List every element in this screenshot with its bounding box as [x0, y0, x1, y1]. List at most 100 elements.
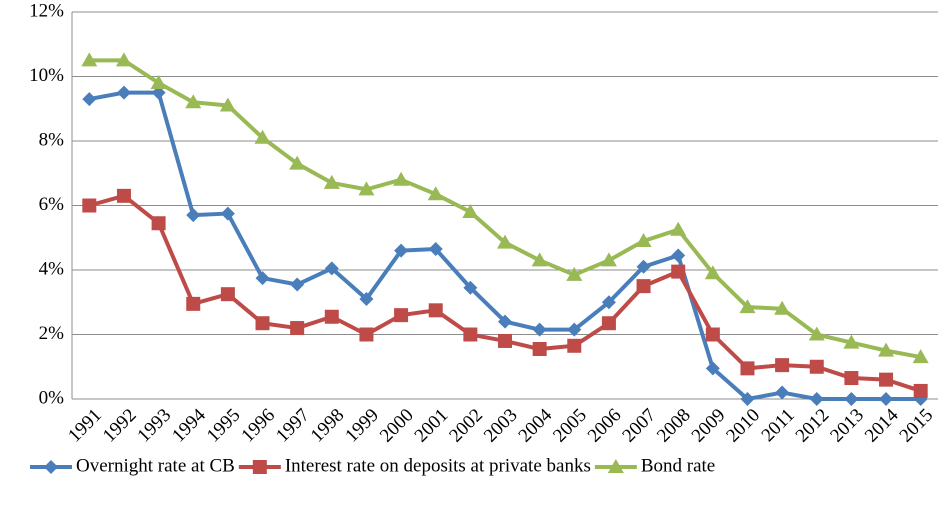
marker [567, 338, 582, 353]
marker [323, 174, 340, 189]
marker [324, 309, 339, 324]
marker [150, 74, 167, 89]
marker [427, 186, 444, 201]
marker [808, 326, 825, 341]
marker [82, 92, 97, 107]
marker [254, 129, 271, 144]
marker [463, 280, 478, 295]
marker [358, 181, 375, 196]
marker [290, 277, 305, 292]
marker [566, 266, 583, 281]
marker [462, 203, 479, 218]
marker [428, 303, 443, 318]
legend-item: Interest rate on deposits at private ban… [238, 455, 591, 476]
y-tick-label: 12% [29, 0, 64, 21]
legend-item: Bond rate [594, 455, 715, 476]
x-tick-label: 1996 [237, 405, 279, 447]
marker [82, 198, 97, 213]
marker [394, 308, 409, 323]
marker [607, 459, 624, 473]
marker [879, 392, 894, 406]
marker [636, 259, 651, 274]
marker [359, 327, 374, 342]
x-tick-label: 2002 [445, 405, 487, 447]
marker [185, 94, 202, 109]
y-tick-label: 6% [39, 194, 65, 215]
x-tick-label: 2012 [792, 405, 834, 447]
x-tick-label: 2010 [722, 405, 764, 447]
marker [289, 155, 306, 170]
marker [739, 299, 756, 314]
marker [775, 358, 790, 373]
x-tick-label: 2003 [480, 405, 522, 447]
x-tick-label: 2001 [411, 405, 453, 447]
x-tick-label: 2013 [826, 405, 868, 447]
marker [671, 248, 686, 263]
y-tick-label: 0% [39, 387, 65, 408]
marker [913, 383, 928, 398]
marker [809, 392, 824, 406]
marker [532, 342, 547, 357]
x-tick-label: 2005 [549, 405, 591, 447]
x-tick-label: 2008 [653, 405, 695, 447]
x-tick-label: 1992 [99, 405, 141, 447]
marker [290, 321, 305, 336]
marker [186, 208, 201, 223]
x-tick-label: 1998 [307, 405, 349, 447]
x-tick-label: 2000 [376, 405, 418, 447]
marker [498, 314, 512, 329]
legend-label: Interest rate on deposits at private ban… [285, 455, 591, 476]
x-tick-label: 2006 [584, 405, 626, 447]
marker [151, 216, 166, 231]
marker [324, 261, 339, 276]
marker [671, 264, 686, 279]
marker [428, 242, 443, 257]
legend-label: Bond rate [641, 455, 715, 476]
x-tick-label: 1997 [272, 405, 314, 447]
marker [705, 361, 720, 376]
x-tick-label: 2015 [896, 405, 938, 447]
marker [116, 85, 131, 100]
y-tick-label: 8% [39, 129, 65, 150]
marker [252, 460, 267, 474]
x-tick-label: 1994 [168, 404, 210, 446]
x-tick-label: 1999 [341, 405, 383, 447]
marker [600, 252, 617, 267]
marker [844, 371, 859, 386]
x-tick-label: 2014 [861, 404, 903, 446]
marker [775, 385, 790, 400]
x-tick-label: 2011 [758, 405, 799, 446]
series-line [88, 193, 922, 393]
legend-item: Overnight rate at CB [30, 455, 235, 476]
marker [843, 334, 860, 349]
marker [670, 221, 687, 236]
marker [220, 206, 235, 221]
marker [151, 85, 166, 100]
marker [879, 372, 894, 387]
marker [740, 361, 755, 376]
series-line [89, 58, 922, 360]
marker [601, 295, 616, 310]
marker [636, 279, 651, 294]
marker [497, 234, 513, 249]
x-tick-label: 1991 [64, 405, 106, 447]
marker [878, 342, 895, 357]
marker [912, 349, 929, 364]
y-tick-label: 2% [39, 323, 65, 344]
marker [220, 287, 235, 302]
marker [774, 300, 791, 315]
marker [81, 52, 98, 67]
x-tick-label: 2004 [515, 404, 557, 446]
x-tick-label: 2007 [618, 405, 660, 447]
marker [705, 327, 720, 342]
legend-label: Overnight rate at CB [76, 455, 235, 476]
marker [532, 322, 547, 337]
marker [531, 252, 548, 267]
x-tick-label: 2009 [688, 405, 730, 447]
marker [44, 460, 58, 474]
marker [498, 333, 512, 348]
marker [115, 52, 132, 67]
marker [359, 292, 374, 307]
x-tick-label: 1993 [133, 405, 175, 447]
